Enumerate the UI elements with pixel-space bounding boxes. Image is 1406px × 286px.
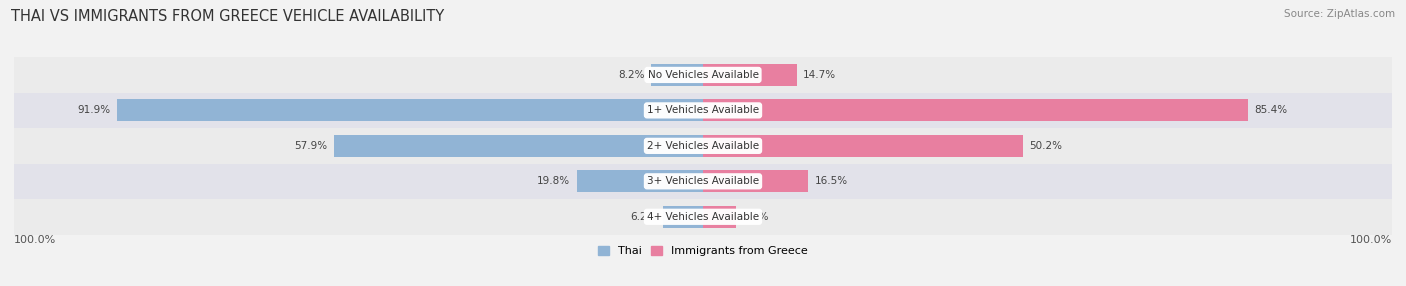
Text: 16.5%: 16.5% [814, 176, 848, 186]
Bar [117, 100, 703, 121]
Bar [1, 93, 1405, 128]
Bar [664, 206, 703, 228]
Text: 14.7%: 14.7% [803, 70, 837, 80]
Bar [651, 64, 703, 86]
Text: 19.8%: 19.8% [537, 176, 571, 186]
Text: 91.9%: 91.9% [77, 106, 111, 115]
Bar [576, 170, 703, 192]
Bar [333, 135, 703, 157]
Bar [703, 170, 808, 192]
Text: 3+ Vehicles Available: 3+ Vehicles Available [647, 176, 759, 186]
Text: 1+ Vehicles Available: 1+ Vehicles Available [647, 106, 759, 115]
Text: THAI VS IMMIGRANTS FROM GREECE VEHICLE AVAILABILITY: THAI VS IMMIGRANTS FROM GREECE VEHICLE A… [11, 9, 444, 23]
Text: 100.0%: 100.0% [1350, 235, 1392, 245]
Bar [703, 206, 735, 228]
Bar [1, 164, 1405, 199]
Text: 5.1%: 5.1% [742, 212, 769, 222]
Text: 6.2%: 6.2% [630, 212, 657, 222]
Text: 100.0%: 100.0% [14, 235, 56, 245]
Text: 50.2%: 50.2% [1029, 141, 1063, 151]
Text: 57.9%: 57.9% [294, 141, 328, 151]
Bar [1, 199, 1405, 235]
Text: Source: ZipAtlas.com: Source: ZipAtlas.com [1284, 9, 1395, 19]
Text: No Vehicles Available: No Vehicles Available [648, 70, 758, 80]
Text: 85.4%: 85.4% [1254, 106, 1288, 115]
Bar [703, 135, 1024, 157]
Bar [703, 64, 797, 86]
Bar [703, 100, 1247, 121]
Text: 4+ Vehicles Available: 4+ Vehicles Available [647, 212, 759, 222]
Text: 8.2%: 8.2% [617, 70, 644, 80]
Text: 2+ Vehicles Available: 2+ Vehicles Available [647, 141, 759, 151]
Bar [1, 128, 1405, 164]
Legend: Thai, Immigrants from Greece: Thai, Immigrants from Greece [593, 242, 813, 261]
Bar [1, 57, 1405, 93]
